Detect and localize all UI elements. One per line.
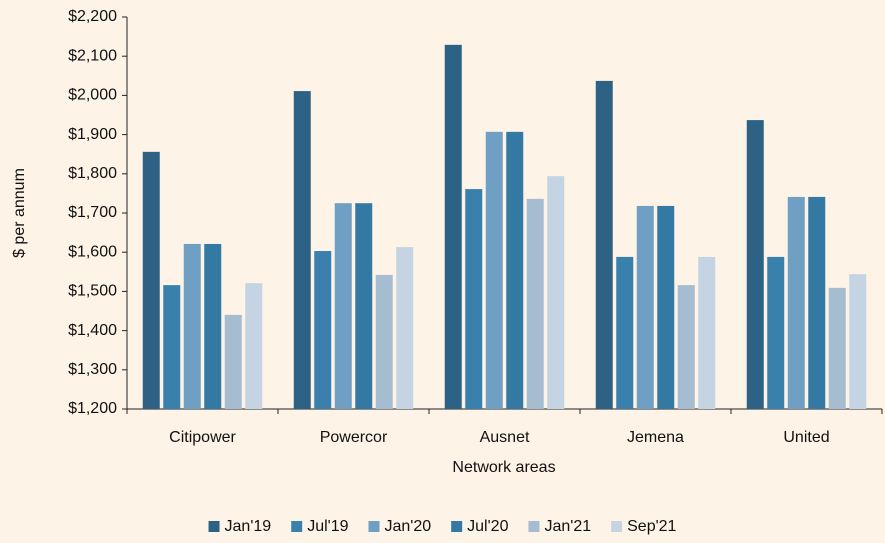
legend-swatch <box>611 521 623 532</box>
legend-label: Jan'21 <box>544 518 591 535</box>
bar <box>677 285 695 409</box>
legend-swatch <box>528 521 540 532</box>
bar <box>746 120 764 409</box>
bar <box>526 198 544 409</box>
bar <box>698 256 716 409</box>
legend-label: Jan'20 <box>385 518 432 535</box>
bar <box>595 80 613 410</box>
y-tick-label: $1,400 <box>68 322 117 339</box>
y-tick-label: $1,700 <box>68 204 117 221</box>
bar <box>787 196 805 409</box>
legend-label: Jul'19 <box>307 518 348 535</box>
bar <box>375 274 393 409</box>
bar <box>506 131 524 409</box>
bar <box>465 189 483 409</box>
bar <box>828 287 846 409</box>
bar <box>204 243 222 409</box>
legend-swatch <box>451 521 463 532</box>
bar <box>444 44 462 409</box>
bar <box>849 274 867 409</box>
bar <box>396 247 414 409</box>
y-tick-label: $1,800 <box>68 165 117 182</box>
legend-swatch <box>291 521 303 532</box>
bar <box>808 196 826 409</box>
bar <box>485 131 503 409</box>
legend-label: Jan'19 <box>225 518 272 535</box>
bar <box>163 285 181 409</box>
y-tick-label: $1,200 <box>68 400 117 417</box>
bar <box>314 251 332 409</box>
y-tick-label: $1,600 <box>68 243 117 260</box>
y-tick-label: $1,900 <box>68 126 117 143</box>
bar <box>224 314 242 409</box>
y-tick-label: $2,100 <box>68 47 117 64</box>
bar <box>293 91 311 409</box>
x-axis-label: Network areas <box>452 459 555 476</box>
y-tick-label: $1,500 <box>68 283 117 300</box>
legend-label: Sep'21 <box>627 518 676 535</box>
x-tick-label: Jemena <box>627 429 684 446</box>
bar <box>547 176 565 409</box>
bar <box>334 203 352 409</box>
legend-swatch <box>208 521 220 532</box>
bar <box>636 205 654 409</box>
bar <box>142 151 160 409</box>
x-tick-label: United <box>783 429 829 446</box>
bar <box>767 256 785 409</box>
bar <box>616 256 634 409</box>
bar <box>245 283 263 409</box>
bar <box>657 205 675 409</box>
bar <box>183 243 201 409</box>
x-tick-label: Ausnet <box>480 429 530 446</box>
legend-swatch <box>368 521 380 532</box>
x-tick-label: Powercor <box>320 429 388 446</box>
legend-label: Jul'20 <box>467 518 508 535</box>
y-tick-label: $2,200 <box>68 8 117 25</box>
bar <box>355 203 373 409</box>
y-tick-label: $1,300 <box>68 361 117 378</box>
y-tick-label: $2,000 <box>68 87 117 104</box>
y-axis-label: $ per annum <box>11 168 28 258</box>
x-tick-label: Citipower <box>169 429 236 446</box>
